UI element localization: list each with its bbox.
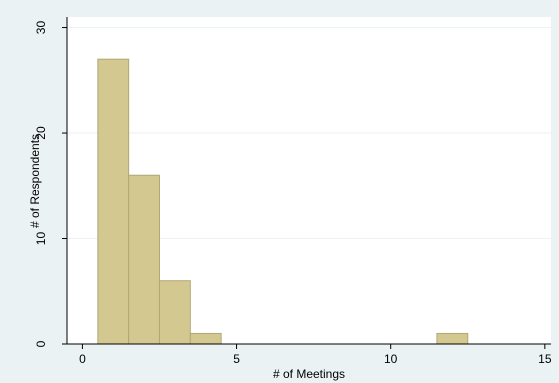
x-axis-ticks: 0 5 10 15 <box>79 344 552 366</box>
x-tick-label: 10 <box>384 352 398 366</box>
y-axis-title: # of Respondents <box>28 134 42 228</box>
histogram-bar <box>189 332 222 345</box>
bars <box>97 58 469 345</box>
y-tick-label: 20 <box>34 126 48 140</box>
histogram-bar <box>158 280 191 345</box>
y-tick-label: 10 <box>34 232 48 246</box>
y-tick-label: 0 <box>34 340 48 347</box>
histogram-bar <box>97 58 130 345</box>
x-axis-title: # of Meetings <box>273 367 345 381</box>
histogram-bar <box>128 174 160 345</box>
y-axis-ticks: 0 10 20 30 <box>34 21 67 347</box>
x-tick-label: 0 <box>79 352 86 366</box>
y-tick-label: 30 <box>34 21 48 35</box>
x-tick-label: 5 <box>233 352 240 366</box>
x-tick-label: 15 <box>538 352 552 366</box>
histogram-bar <box>436 332 469 345</box>
